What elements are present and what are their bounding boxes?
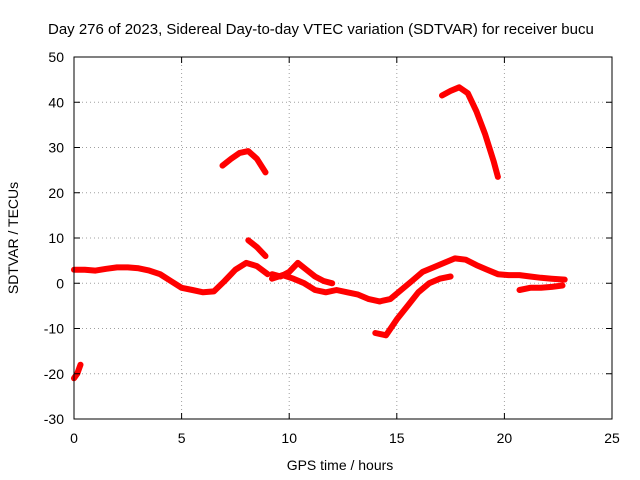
- y-tick-label: -10: [44, 321, 64, 337]
- x-tick-label: 15: [389, 430, 405, 446]
- y-tick-label: 20: [48, 185, 64, 201]
- series-short-fragment: [245, 237, 269, 260]
- x-axis-label: GPS time / hours: [287, 457, 394, 473]
- x-tick-label: 0: [70, 430, 78, 446]
- y-tick-label: 10: [48, 230, 64, 246]
- x-tick-label: 25: [604, 430, 620, 446]
- chart-title: Day 276 of 2023, Sidereal Day-to-day VTE…: [48, 21, 594, 38]
- grid-layer: [74, 57, 612, 419]
- series-recovery-track: [372, 273, 454, 339]
- series-main-track: [71, 259, 271, 296]
- series-track-mid-b: [269, 272, 383, 305]
- x-tick-label: 20: [497, 430, 513, 446]
- series-layer: [71, 84, 568, 382]
- series-arc-evening: [439, 84, 501, 180]
- y-axis-label: SDTVAR / TECUs: [5, 182, 21, 294]
- y-tick-label: 0: [56, 275, 64, 291]
- y-tick-label: -30: [44, 411, 64, 427]
- series-start-fragment: [71, 361, 84, 382]
- series-main-track-2: [376, 255, 568, 305]
- series-arc-morning: [219, 148, 269, 176]
- y-tick-label: 30: [48, 140, 64, 156]
- y-tick-label: 50: [48, 49, 64, 65]
- x-tick-label: 5: [178, 430, 186, 446]
- y-tick-label: 40: [48, 94, 64, 110]
- x-tick-label: 10: [281, 430, 297, 446]
- tick-layer: 0 5 10 15 20 25 -30 -20 -10 0 10 20 30 40 50: [44, 49, 620, 446]
- y-tick-label: -20: [44, 366, 64, 382]
- series-late-track: [516, 282, 566, 293]
